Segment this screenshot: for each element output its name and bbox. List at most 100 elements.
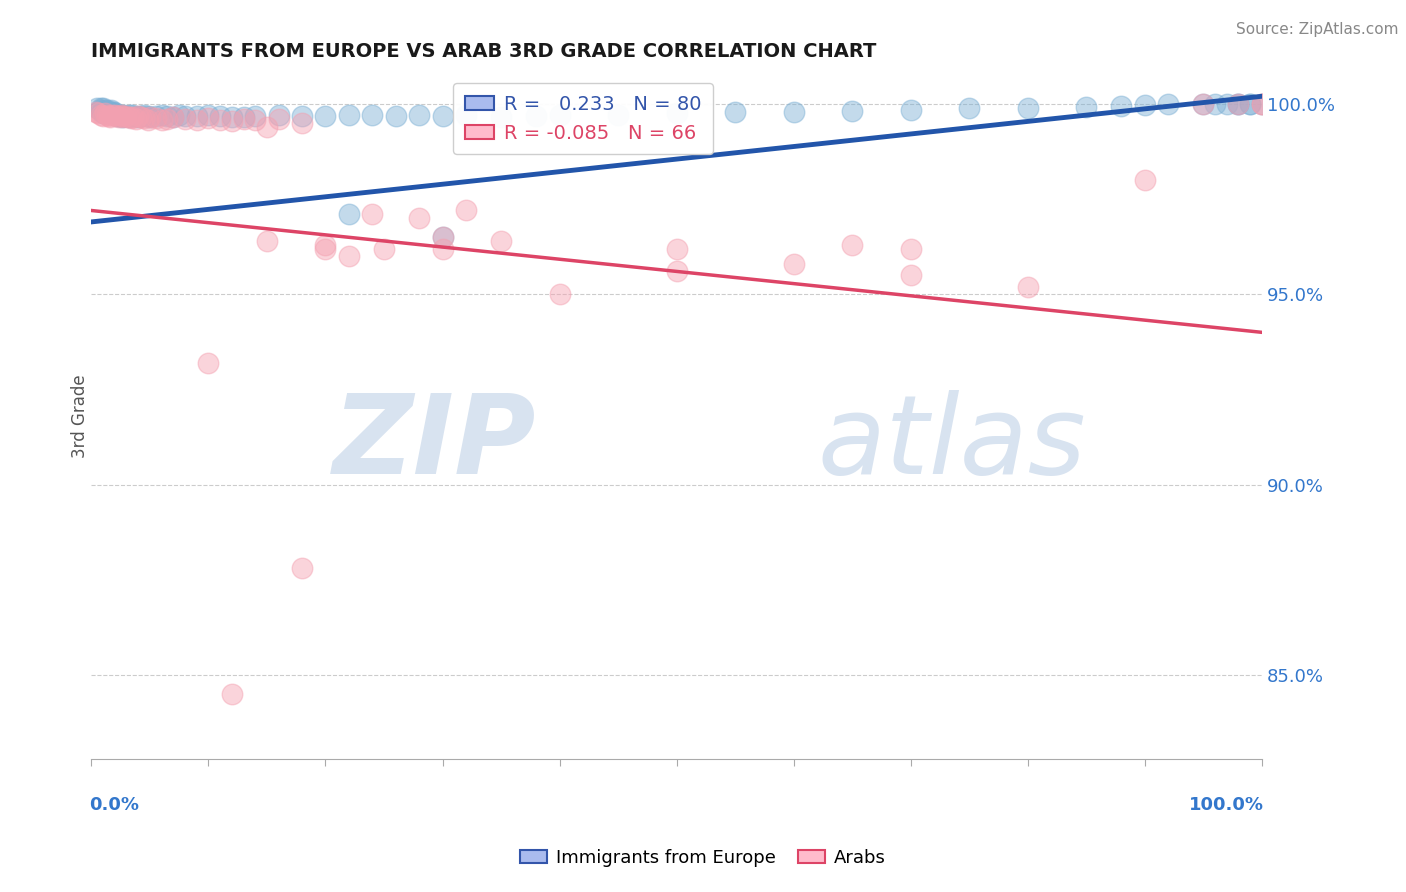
Point bbox=[1251, 96, 1274, 111]
Point bbox=[101, 108, 124, 122]
Point bbox=[314, 242, 336, 256]
Point bbox=[98, 104, 121, 119]
Point bbox=[136, 112, 159, 127]
Point bbox=[91, 101, 114, 115]
Point bbox=[97, 106, 120, 120]
Point bbox=[111, 109, 134, 123]
Point bbox=[127, 110, 149, 124]
Point bbox=[900, 103, 922, 117]
Point bbox=[489, 110, 512, 124]
Point bbox=[111, 110, 134, 124]
Point bbox=[91, 106, 114, 120]
Point bbox=[1239, 96, 1261, 111]
Point bbox=[782, 104, 804, 119]
Y-axis label: 3rd Grade: 3rd Grade bbox=[72, 375, 89, 458]
Point bbox=[87, 106, 110, 120]
Point bbox=[103, 105, 125, 120]
Point bbox=[90, 104, 112, 119]
Point bbox=[432, 230, 454, 244]
Point bbox=[197, 108, 219, 122]
Point bbox=[209, 109, 232, 123]
Point bbox=[1133, 97, 1156, 112]
Point bbox=[373, 242, 395, 256]
Point bbox=[337, 249, 360, 263]
Point bbox=[136, 109, 159, 123]
Point bbox=[122, 110, 145, 124]
Point bbox=[1239, 96, 1261, 111]
Point bbox=[432, 242, 454, 256]
Point bbox=[432, 230, 454, 244]
Point bbox=[245, 109, 267, 123]
Point bbox=[186, 112, 208, 127]
Point bbox=[232, 112, 254, 127]
Point bbox=[110, 108, 132, 122]
Point bbox=[94, 106, 117, 120]
Point bbox=[957, 102, 980, 116]
Point bbox=[267, 108, 290, 122]
Point bbox=[108, 110, 131, 124]
Point bbox=[111, 109, 134, 123]
Point bbox=[120, 112, 142, 126]
Point bbox=[900, 268, 922, 283]
Point bbox=[291, 116, 314, 130]
Point bbox=[97, 104, 120, 119]
Legend: Immigrants from Europe, Arabs: Immigrants from Europe, Arabs bbox=[513, 842, 893, 874]
Point bbox=[98, 110, 121, 124]
Point bbox=[125, 112, 148, 127]
Legend: R =   0.233   N = 80, R = -0.085   N = 66: R = 0.233 N = 80, R = -0.085 N = 66 bbox=[453, 83, 713, 154]
Point bbox=[156, 109, 179, 123]
Point bbox=[314, 109, 336, 123]
Point bbox=[1227, 96, 1250, 111]
Point bbox=[90, 102, 112, 116]
Point bbox=[94, 106, 117, 120]
Point bbox=[524, 109, 547, 123]
Point bbox=[174, 109, 197, 123]
Point bbox=[105, 109, 128, 123]
Point bbox=[548, 287, 571, 301]
Point bbox=[90, 107, 112, 121]
Point bbox=[110, 108, 132, 122]
Point bbox=[121, 107, 143, 121]
Point bbox=[607, 107, 630, 121]
Point bbox=[245, 112, 267, 127]
Point bbox=[221, 114, 243, 128]
Point bbox=[132, 108, 155, 122]
Point bbox=[841, 237, 863, 252]
Point bbox=[129, 109, 152, 123]
Point bbox=[107, 107, 129, 121]
Point bbox=[125, 109, 148, 123]
Point bbox=[1017, 101, 1039, 115]
Point bbox=[1017, 279, 1039, 293]
Point bbox=[314, 237, 336, 252]
Point bbox=[489, 234, 512, 248]
Point bbox=[1251, 96, 1274, 111]
Point bbox=[127, 109, 149, 123]
Point bbox=[162, 110, 184, 124]
Point bbox=[841, 103, 863, 118]
Point bbox=[291, 561, 314, 575]
Point bbox=[1157, 96, 1180, 111]
Point bbox=[112, 110, 135, 124]
Point bbox=[454, 108, 477, 122]
Point bbox=[118, 110, 141, 124]
Point bbox=[384, 109, 406, 123]
Point bbox=[139, 110, 162, 124]
Point bbox=[361, 108, 384, 122]
Point bbox=[1192, 96, 1215, 111]
Point bbox=[104, 106, 127, 120]
Point bbox=[167, 108, 190, 122]
Text: atlas: atlas bbox=[817, 390, 1085, 497]
Point bbox=[256, 234, 278, 248]
Point bbox=[337, 107, 360, 121]
Point bbox=[150, 112, 173, 127]
Point bbox=[197, 112, 219, 126]
Point bbox=[1133, 173, 1156, 187]
Point bbox=[1216, 96, 1239, 111]
Text: ZIP: ZIP bbox=[333, 390, 536, 497]
Point bbox=[94, 104, 117, 119]
Point bbox=[1204, 96, 1226, 111]
Point bbox=[101, 104, 124, 119]
Point bbox=[267, 112, 290, 127]
Point bbox=[1251, 96, 1274, 111]
Point bbox=[112, 107, 135, 121]
